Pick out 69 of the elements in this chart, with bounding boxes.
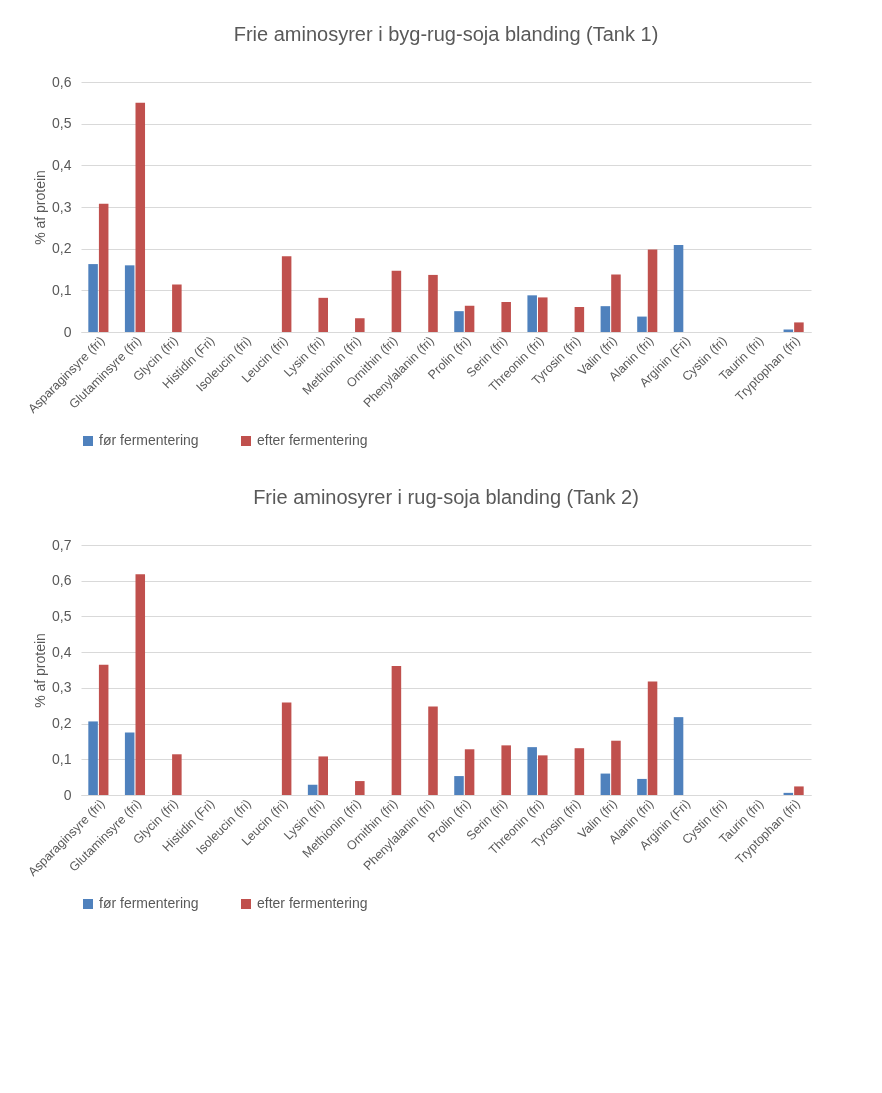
bar xyxy=(124,732,135,795)
bar xyxy=(464,749,475,795)
bar xyxy=(538,755,548,795)
bar xyxy=(98,203,109,332)
bar xyxy=(318,297,328,332)
bar xyxy=(794,322,804,332)
bar xyxy=(611,740,621,795)
bar xyxy=(428,706,438,795)
y-tick-label: 0,2 xyxy=(52,240,72,257)
y-tick-label: 0,2 xyxy=(52,715,72,732)
bar xyxy=(574,748,585,795)
bar xyxy=(527,747,537,795)
chart-title: Frie aminosyrer i rug-soja blanding (Tank 2) xyxy=(253,486,639,508)
y-tick-label: 0,1 xyxy=(52,281,72,298)
y-tick-label: 0,6 xyxy=(52,572,72,589)
y-tick-label: 0,1 xyxy=(52,750,72,767)
bar xyxy=(637,316,647,332)
bar xyxy=(611,274,621,332)
bar xyxy=(673,717,684,795)
bar xyxy=(98,664,109,795)
bar xyxy=(124,265,135,332)
y-tick-label: 0,4 xyxy=(52,156,72,173)
bar xyxy=(600,773,611,795)
bar xyxy=(428,274,438,332)
bar xyxy=(135,574,146,795)
bar xyxy=(647,681,658,795)
bar xyxy=(281,256,292,332)
y-tick-label: 0,7 xyxy=(52,536,72,553)
bar xyxy=(783,792,794,795)
y-tick-label: 0 xyxy=(63,323,72,340)
legend-label: før fermentering xyxy=(99,432,199,448)
bar xyxy=(355,318,365,332)
bar xyxy=(527,295,537,332)
bar xyxy=(647,249,658,332)
y-tick-label: 0,4 xyxy=(52,643,72,660)
chart-title: Frie aminosyrer i byg-rug-soja blanding (Tank 1) xyxy=(233,23,659,45)
bar xyxy=(794,786,804,795)
bar xyxy=(673,244,684,332)
y-axis-title: % af protein xyxy=(32,633,49,708)
bar xyxy=(454,311,464,332)
y-tick-label: 0,3 xyxy=(52,679,72,696)
bar xyxy=(135,102,146,332)
bar xyxy=(464,305,475,332)
legend-label: før fermentering xyxy=(99,895,199,911)
y-tick-label: 0,5 xyxy=(52,115,72,132)
y-tick-label: 0,5 xyxy=(52,607,72,624)
bar xyxy=(454,776,464,795)
bar xyxy=(307,784,318,795)
y-axis-title: % af protein xyxy=(32,170,49,245)
bar xyxy=(600,306,611,332)
bar xyxy=(391,666,402,795)
bar xyxy=(318,756,328,795)
bar xyxy=(172,284,182,332)
bar xyxy=(172,754,182,795)
bar xyxy=(637,778,647,795)
bar xyxy=(501,745,511,795)
bar xyxy=(574,307,585,332)
legend-label: efter fermentering xyxy=(257,895,368,911)
bar xyxy=(501,302,511,332)
y-tick-label: 0,3 xyxy=(52,198,72,215)
bar xyxy=(281,702,292,795)
bar xyxy=(355,781,365,795)
bar xyxy=(88,264,98,332)
y-tick-label: 0,6 xyxy=(52,73,72,90)
legend-label: efter fermentering xyxy=(257,432,368,448)
bar xyxy=(88,721,98,795)
bar xyxy=(391,270,402,332)
y-tick-label: 0 xyxy=(63,786,72,803)
bar xyxy=(538,297,548,332)
